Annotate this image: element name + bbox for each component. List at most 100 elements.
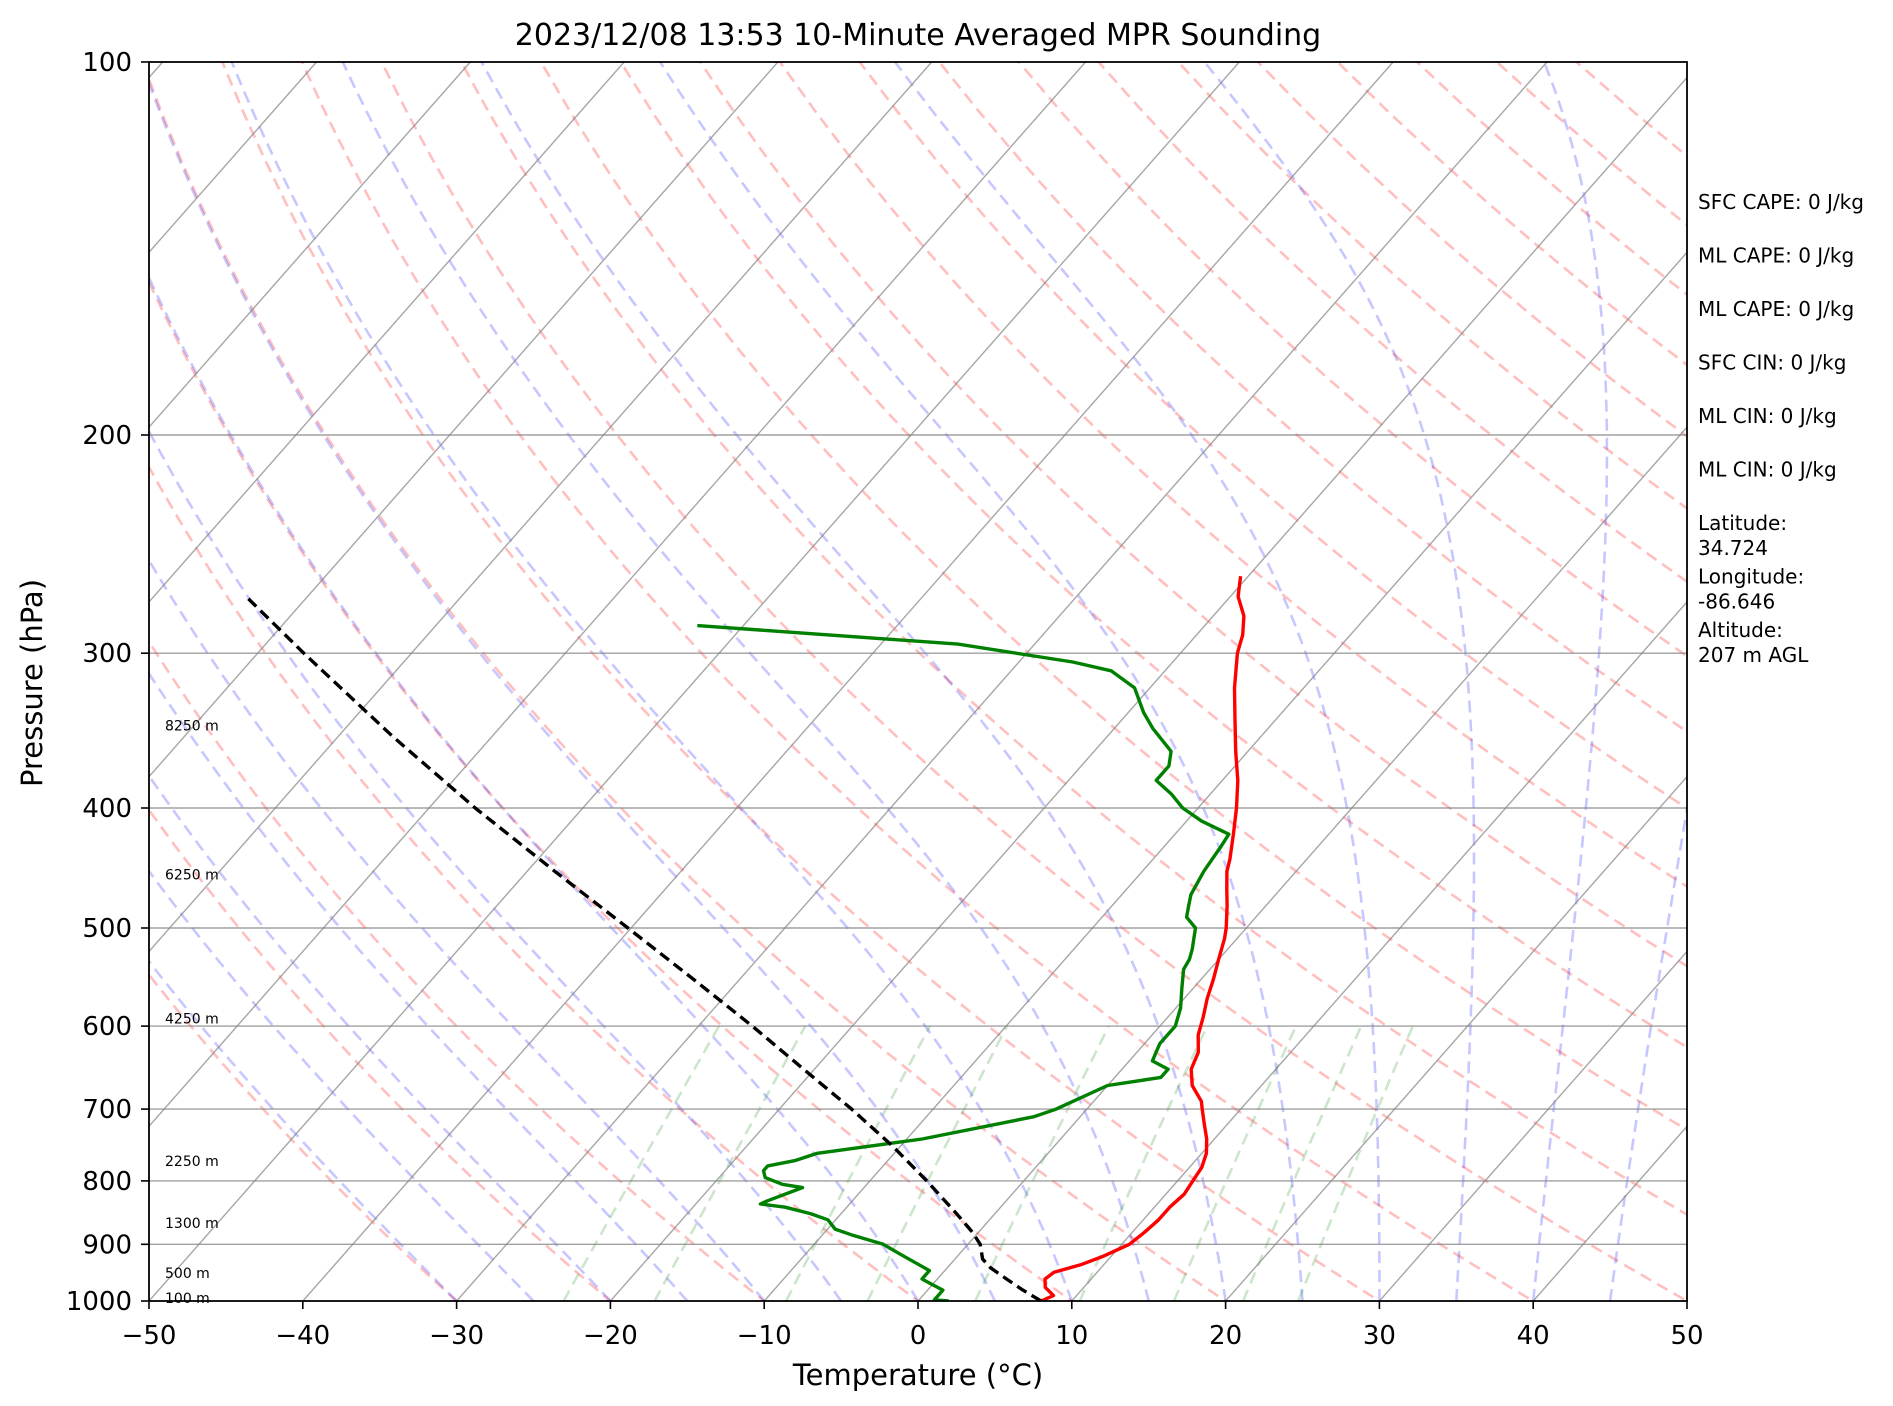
side-annotation: SFC CAPE: 0 J/kg <box>1698 190 1864 214</box>
moist-adiabat <box>149 868 535 1301</box>
side-annotation: SFC CIN: 0 J/kg <box>1698 351 1846 375</box>
moist-adiabat <box>341 62 1150 1301</box>
side-annotation: Latitude: 34.724 <box>1698 511 1787 560</box>
y-tick-label: 300 <box>82 639 132 669</box>
dry-adiabat <box>149 639 767 1301</box>
y-tick-label: 200 <box>82 421 132 451</box>
moist-adiabat <box>149 428 843 1301</box>
height-label: 2250 m <box>165 1154 219 1170</box>
moist-adiabat <box>149 557 766 1301</box>
height-label: 1300 m <box>165 1216 219 1232</box>
sounding-indices-panel: SFC CAPE: 0 J/kg ML CAPE: 0 J/kg ML CAPE: … <box>1698 190 1864 667</box>
side-annotation: Longitude: -86.646 <box>1698 565 1804 614</box>
moist-adiabat <box>149 274 920 1301</box>
side-annotation: ML CIN: 0 J/kg <box>1698 404 1837 428</box>
dry-adiabat <box>221 62 1382 1301</box>
side-annotation-line: Latitude: <box>1698 511 1787 535</box>
height-label: 4250 m <box>165 1012 219 1028</box>
moist-adiabat <box>149 671 689 1301</box>
side-annotation-line: ML CAPE: 0 J/kg <box>1698 244 1854 268</box>
x-tick-label: 50 <box>1670 1321 1703 1351</box>
dewpoint-line <box>697 623 1231 1301</box>
moist-adiabat <box>659 62 1304 1301</box>
isotherm <box>917 426 1687 1301</box>
x-tick-label: −20 <box>583 1321 638 1351</box>
dry-adiabat <box>149 807 613 1301</box>
chart-title: 2023/12/08 13:53 10-Minute Averaged MPR … <box>515 18 1321 53</box>
side-annotation-line: Longitude: <box>1698 565 1804 589</box>
y-tick-label: 600 <box>82 1012 132 1042</box>
y-tick-label: 500 <box>82 914 132 944</box>
side-annotation-line: SFC CIN: 0 J/kg <box>1698 351 1846 375</box>
height-label: 500 m <box>165 1266 210 1282</box>
isotherm <box>149 62 1240 1301</box>
side-annotation-line: ML CIN: 0 J/kg <box>1698 404 1837 428</box>
moist-adiabat <box>149 773 612 1301</box>
isotherm <box>149 62 471 429</box>
y-tick-label: 900 <box>82 1230 132 1260</box>
dry-adiabat <box>380 62 1687 1301</box>
mixing-ratio-line <box>1078 1025 1209 1301</box>
x-axis-ticks: −50 −40 −30 −20 −10 0 10 20 30 40 50 <box>122 1301 1704 1351</box>
dry-adiabat <box>300 62 1536 1301</box>
height-label: 100 m <box>165 1291 210 1307</box>
isotherm <box>1224 775 1687 1301</box>
side-annotation-line: -86.646 <box>1698 590 1775 614</box>
isobar-grid <box>149 434 1687 1246</box>
side-annotation-line: 207 m AGL <box>1698 643 1809 667</box>
y-tick-label: 400 <box>82 794 132 824</box>
isotherm <box>301 62 1394 1301</box>
dry-adiabat <box>149 464 921 1301</box>
dry-adiabat <box>778 62 1687 889</box>
parcel-profile-line <box>244 595 1042 1301</box>
side-annotation-line: Altitude: <box>1698 618 1783 642</box>
x-tick-label: −10 <box>737 1321 792 1351</box>
isotherm <box>149 62 933 953</box>
x-tick-label: 0 <box>910 1321 927 1351</box>
x-tick-label: −30 <box>429 1321 484 1351</box>
x-tick-label: −50 <box>122 1321 177 1351</box>
dry-adiabat <box>1017 62 1687 658</box>
profiles <box>244 575 1246 1301</box>
x-tick-label: 10 <box>1055 1321 1088 1351</box>
isotherm <box>149 62 625 603</box>
isotherm <box>763 251 1687 1301</box>
mixing-ratio-line <box>1172 1025 1298 1301</box>
reference-lines <box>149 62 1687 1301</box>
isotherm <box>1070 600 1687 1301</box>
dry-adiabat <box>619 62 1687 1049</box>
moist-adiabat <box>1203 62 1476 1301</box>
y-axis-ticks: 100 200 300 400 500 600 700 800 900 1000 <box>66 48 149 1317</box>
isotherm <box>455 62 1548 1301</box>
dry-adiabat <box>699 62 1687 968</box>
moist-adiabat <box>1608 801 1687 1301</box>
side-annotation-line: 34.724 <box>1698 536 1768 560</box>
x-axis-label: Temperature (°C) <box>792 1358 1043 1392</box>
isotherm <box>609 76 1687 1301</box>
y-axis-label: Pressure (hPa) <box>15 579 49 787</box>
moist-adiabat <box>149 959 458 1301</box>
y-tick-label: 800 <box>82 1167 132 1197</box>
side-annotation: ML CAPE: 0 J/kg <box>1698 244 1854 268</box>
height-label: 6250 m <box>165 867 219 883</box>
moist-adiabat <box>1531 62 1609 1301</box>
x-tick-label: 30 <box>1363 1321 1396 1351</box>
x-tick-label: −40 <box>275 1321 330 1351</box>
x-tick-label: 40 <box>1517 1321 1550 1351</box>
height-labels: 100 m 500 m 1300 m 2250 m 4250 m 6250 m 8250 m <box>165 718 219 1307</box>
moist-adiabat <box>480 62 1227 1301</box>
dry-adiabat <box>938 62 1687 734</box>
y-tick-label: 1000 <box>66 1287 132 1317</box>
side-annotation: Altitude: 207 m AGL <box>1698 618 1809 667</box>
isotherm <box>1378 950 1687 1301</box>
isotherm <box>149 62 779 778</box>
side-annotation: ML CIN: 0 J/kg <box>1698 458 1837 482</box>
dry-adiabat <box>460 62 1687 1217</box>
side-annotation-line: SFC CAPE: 0 J/kg <box>1698 190 1864 214</box>
moist-adiabat <box>230 62 1074 1301</box>
dry-adiabat <box>149 279 1075 1301</box>
side-annotation-line: ML CAPE: 0 J/kg <box>1698 297 1854 321</box>
isotherm <box>149 62 1087 1128</box>
